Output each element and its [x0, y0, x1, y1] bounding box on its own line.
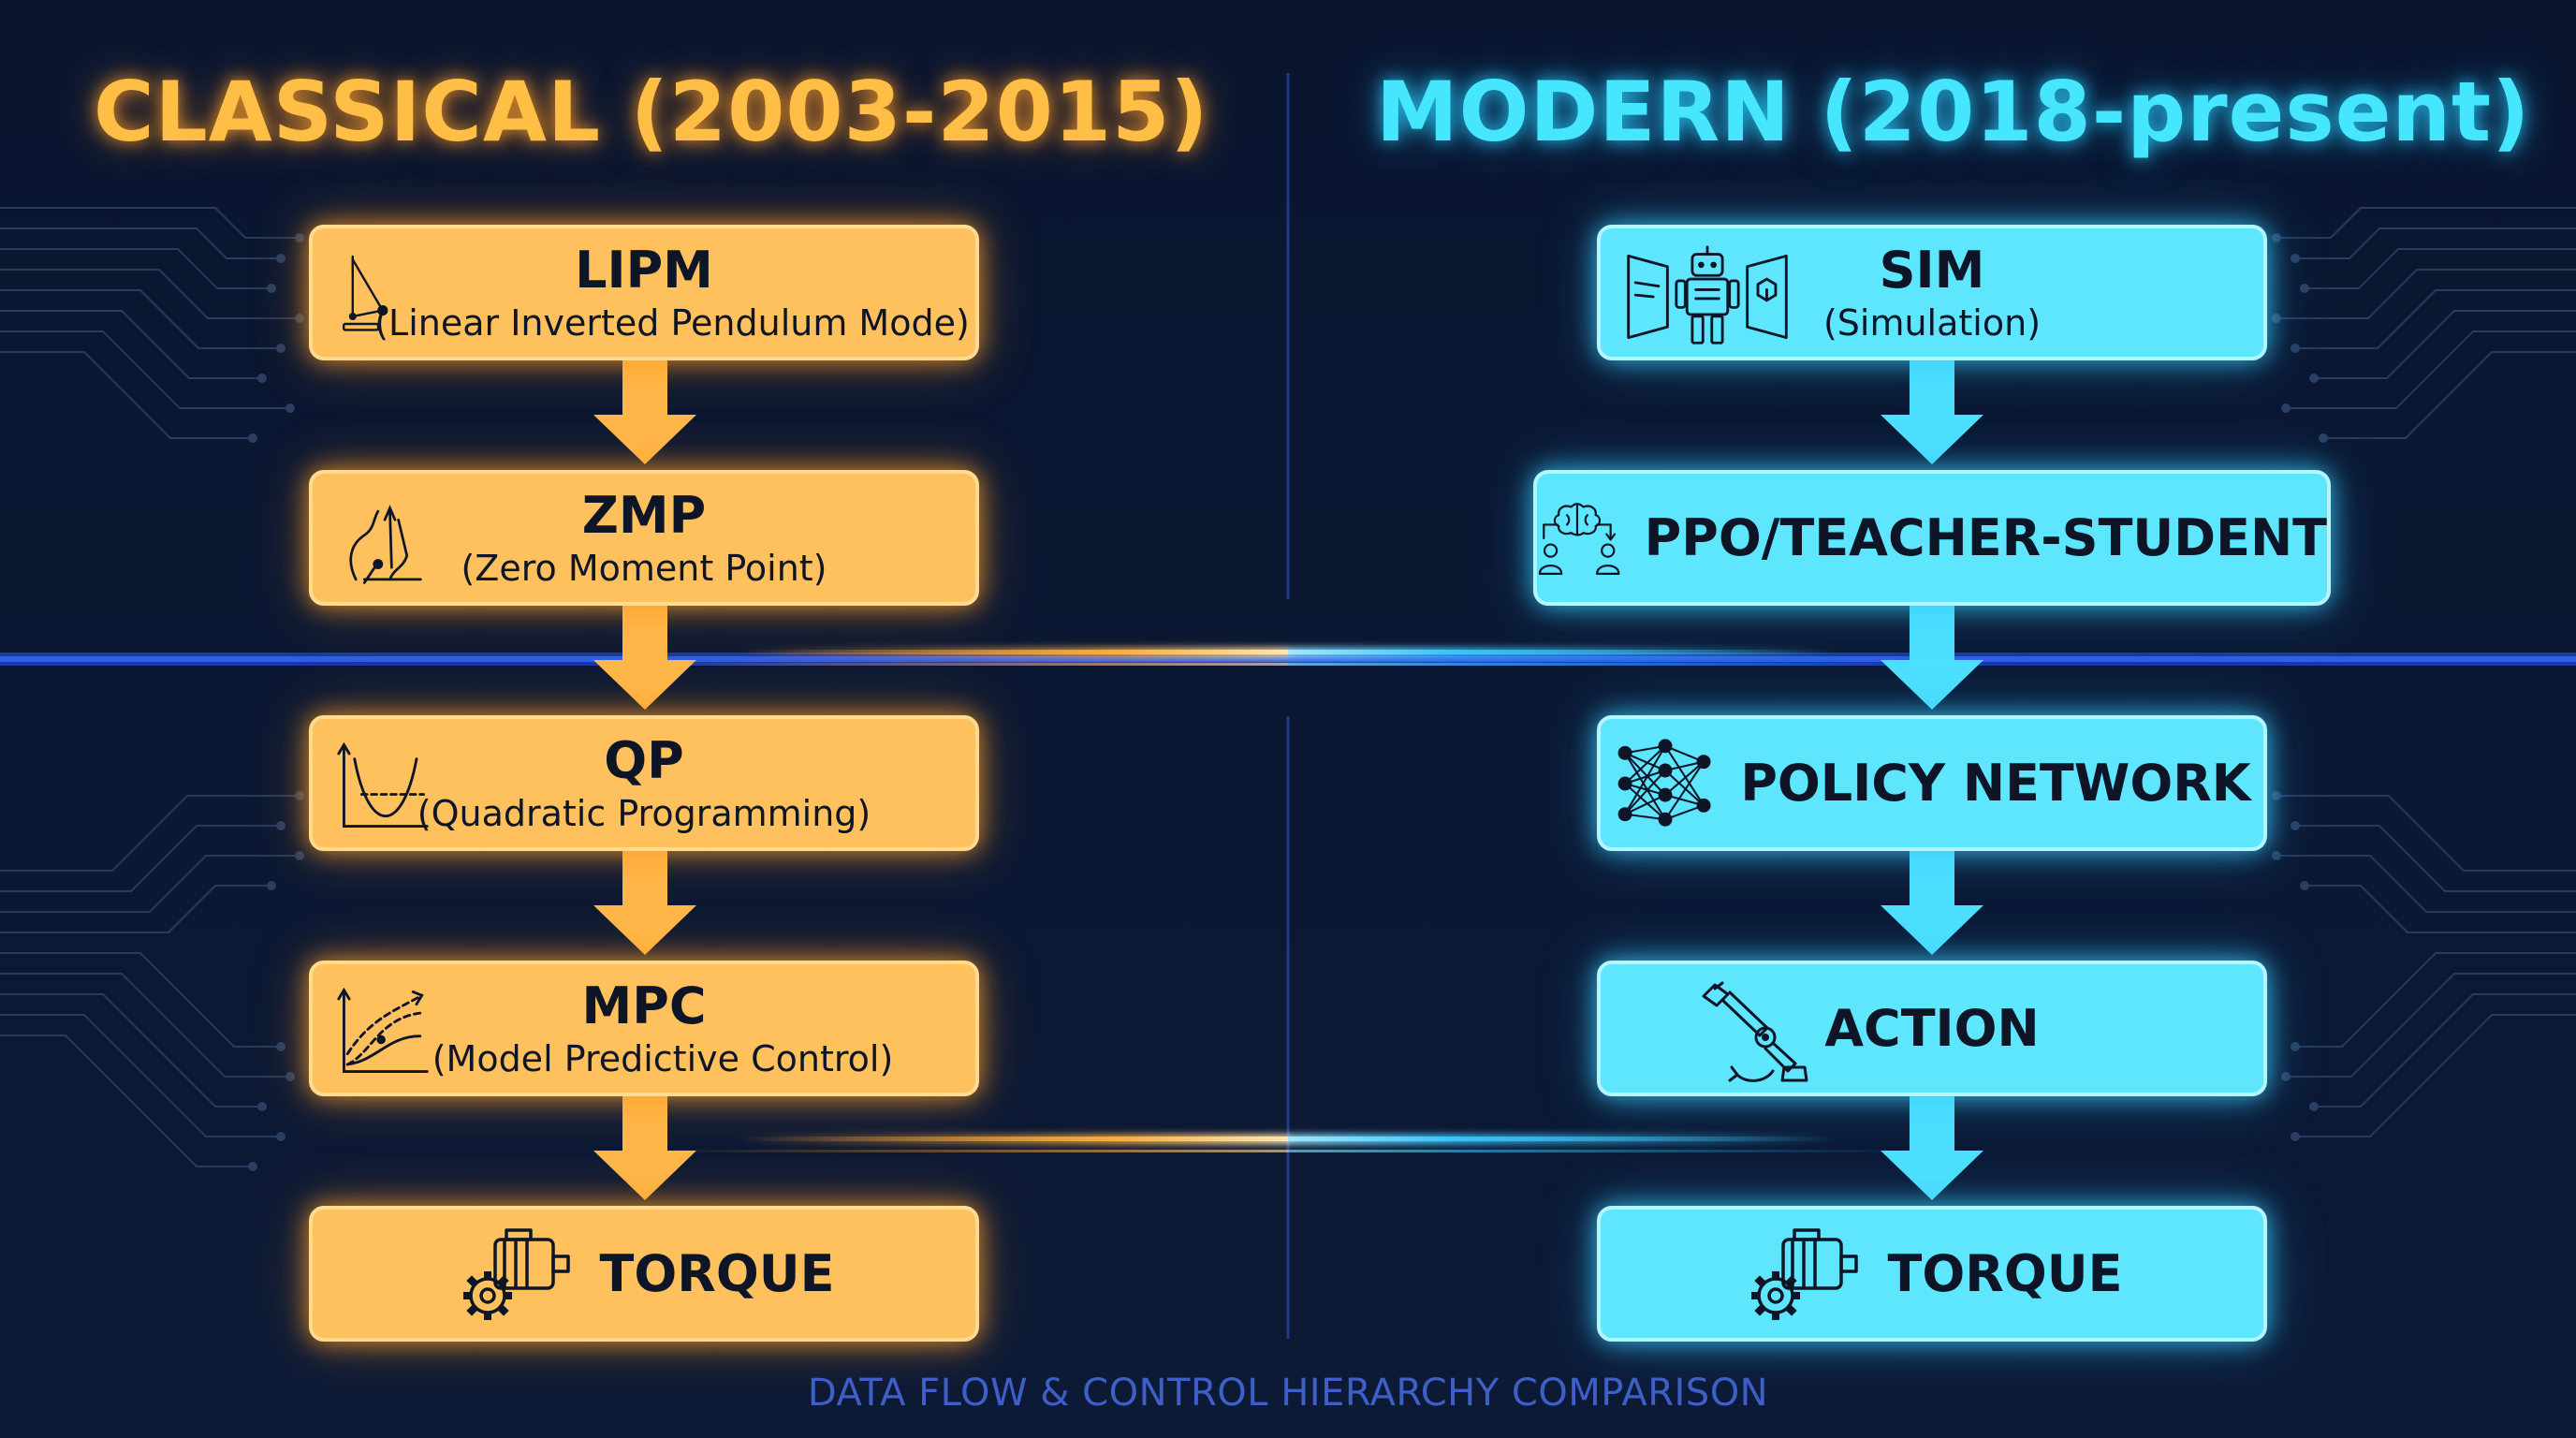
neural-network-icon — [1617, 738, 1711, 827]
sim-box: SIM (Simulation) — [1597, 225, 2267, 360]
brain-teacher-student-icon — [1538, 502, 1620, 575]
pendulum-icon — [343, 255, 388, 331]
zmp-title: ZMP — [581, 485, 707, 545]
zmp-subtitle: (Zero Moment Point) — [461, 547, 827, 589]
torque-title-right: TORQUE — [1887, 1243, 2123, 1303]
left-flow-arrows — [593, 360, 696, 1200]
mpc-title: MPC — [581, 976, 707, 1035]
lipm-title: LIPM — [575, 240, 713, 300]
robot-arm-icon — [1702, 981, 1808, 1082]
ppo-box: PPO/TEACHER-STUDENT — [1533, 470, 2331, 606]
motor-gear-icon — [1750, 1227, 1858, 1320]
action-box: ACTION — [1597, 961, 2267, 1096]
ppo-title: PPO/TEACHER-STUDENT — [1644, 507, 2327, 567]
sim-subtitle: (Simulation) — [1822, 301, 2042, 344]
prediction-graph-icon — [337, 987, 429, 1073]
policy-network-box: POLICY NETWORK — [1597, 715, 2267, 851]
classical-column-title: CLASSICAL (2003-2015) — [94, 64, 1209, 160]
lipm-subtitle: (Linear Inverted Pendulum Mode) — [374, 301, 970, 344]
right-flow-arrows — [1881, 360, 1983, 1200]
mpc-box: MPC (Model Predictive Control) — [309, 961, 979, 1096]
zmp-box: ZMP (Zero Moment Point) — [309, 470, 979, 606]
parabola-graph-icon — [337, 741, 429, 828]
qp-box: QP (Quadratic Programming) — [309, 715, 979, 851]
action-title: ACTION — [1824, 998, 2040, 1058]
lipm-box: LIPM (Linear Inverted Pendulum Mode) — [309, 225, 979, 360]
robot-simulation-icon — [1627, 245, 1788, 345]
footer-caption: DATA FLOW & CONTROL HIERARCHY COMPARISON — [807, 1372, 1769, 1415]
torque-box-right: TORQUE — [1597, 1206, 2267, 1342]
mpc-subtitle: (Model Predictive Control) — [432, 1037, 894, 1079]
torque-box-left: TORQUE — [309, 1206, 979, 1342]
sim-title: SIM — [1879, 240, 1985, 300]
qp-title: QP — [604, 730, 684, 790]
modern-column-title: MODERN (2018-present) — [1376, 64, 2531, 160]
policy-network-title: POLICY NETWORK — [1740, 753, 2251, 813]
motor-gear-icon — [462, 1227, 570, 1320]
foot-icon — [349, 505, 422, 584]
qp-subtitle: (Quadratic Programming) — [417, 792, 871, 834]
torque-title-left: TORQUE — [599, 1243, 835, 1303]
